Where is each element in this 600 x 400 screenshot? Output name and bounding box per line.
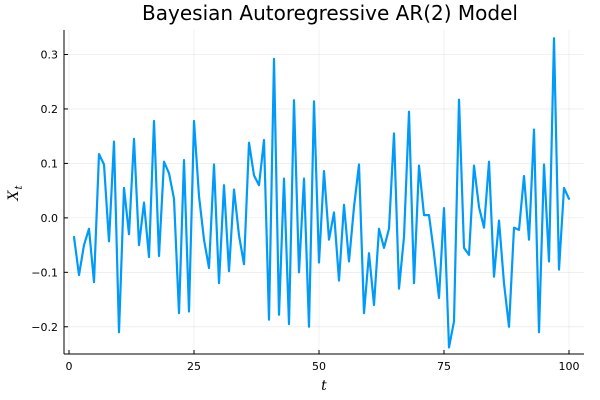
y-axis-label: Xt [6, 185, 25, 202]
y-axis-label-sub: t [14, 185, 25, 190]
x-tick-label: 25 [187, 360, 201, 373]
x-axis-label: t [321, 378, 327, 394]
x-tick-label: 100 [559, 360, 580, 373]
y-tick-label: 0.2 [41, 103, 59, 116]
grid [64, 30, 584, 354]
y-tick-label: 0.3 [41, 49, 59, 62]
y-tick-label: −0.1 [31, 266, 58, 279]
x-tick-label: 50 [312, 360, 326, 373]
ticks: 0 25 50 75 100 −0.2 −0.1 0.0 0.1 0.2 0.3 [31, 49, 579, 373]
series-layer [72, 37, 571, 349]
chart-title: Bayesian Autoregressive AR(2) Model [142, 1, 518, 25]
y-axis-label-main: X [6, 190, 22, 202]
series-line [72, 37, 571, 349]
y-tick-label: 0.1 [41, 157, 59, 170]
x-tick-label: 75 [437, 360, 451, 373]
y-tick-label: 0.0 [41, 212, 59, 225]
y-tick-label: −0.2 [31, 321, 58, 334]
x-tick-label: 0 [66, 360, 73, 373]
axes [63, 30, 584, 355]
